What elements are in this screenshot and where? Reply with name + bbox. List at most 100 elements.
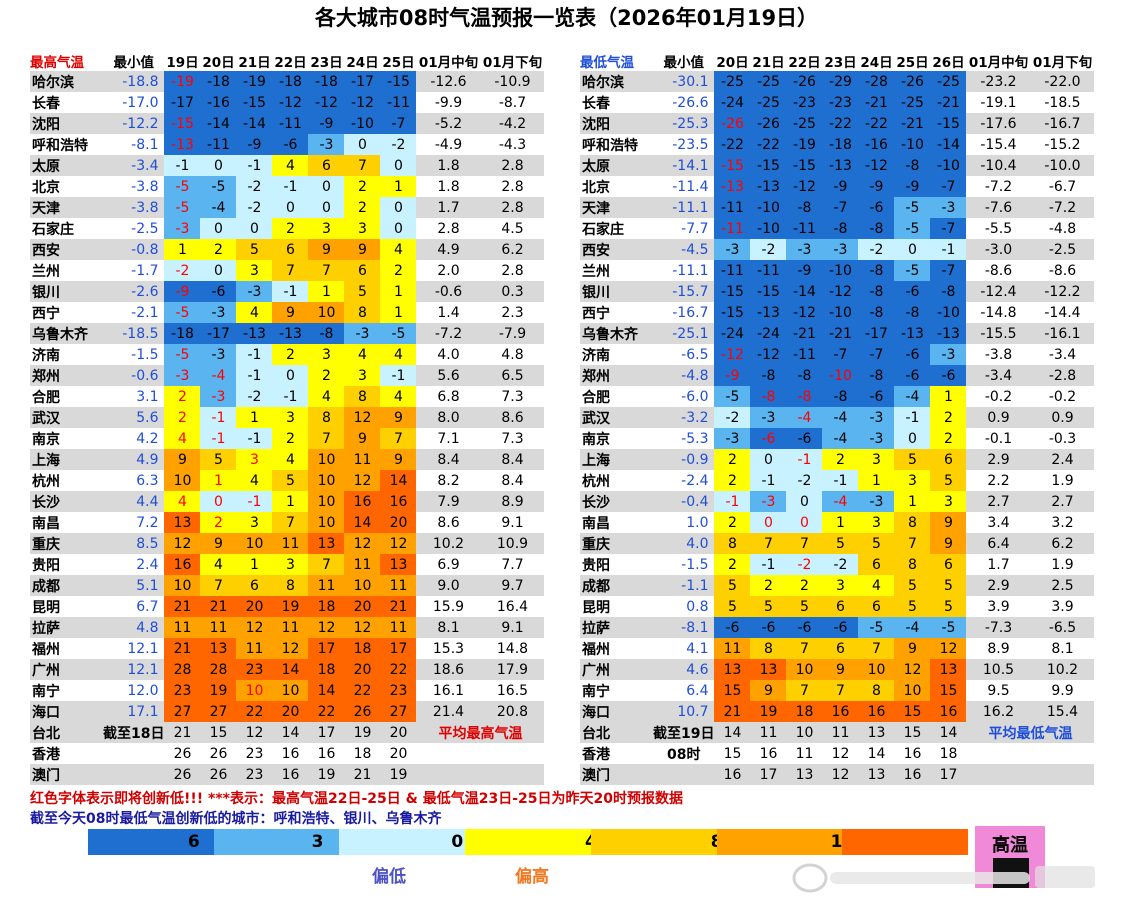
period-avg-cell: 6.4: [966, 533, 1031, 554]
day-temp-cell: -3: [750, 491, 787, 512]
day-temp-cell: 13: [786, 764, 823, 785]
city-name: 郑州: [580, 365, 653, 386]
day-temp-cell: -24: [750, 323, 787, 344]
period-avg-cell: 2.7: [1030, 491, 1095, 512]
day-temp-cell: 12: [236, 617, 273, 638]
period-avg-cell: 6.5: [480, 365, 545, 386]
day-temp-cell: -1: [236, 428, 273, 449]
day-temp-cell: 9: [380, 407, 417, 428]
period-avg-cell: 2.0: [416, 260, 481, 281]
day-temp-cell: 23: [236, 764, 273, 785]
city-name: 天津: [30, 197, 103, 218]
day-temp-cell: -15: [380, 71, 417, 92]
city-name: 济南: [30, 344, 103, 365]
day-temp-cell: 3: [236, 512, 273, 533]
period-avg-cell: 2.3: [480, 302, 545, 323]
day-temp-cell: -12: [714, 344, 751, 365]
day-temp-cell: -3: [344, 323, 381, 344]
day-temp-cell: 5: [714, 575, 751, 596]
day-temp-cell: -12: [858, 155, 895, 176]
table-row: 石家庄 -2.5 -3 0 0 2 3 3 0 2.8 4.5: [30, 218, 545, 239]
day-temp-cell: -19: [236, 71, 273, 92]
day-temp-cell: 20: [344, 659, 381, 680]
period-avg-cell: 1.9: [1030, 470, 1095, 491]
table-row: 长沙 -0.4 -1 -3 0 -4 -3 1 3 2.7 2.7: [580, 491, 1095, 512]
period-avg-cell: 2.7: [966, 491, 1031, 512]
day-temp-cell: 23: [164, 680, 201, 701]
day-temp-cell: -7: [930, 218, 967, 239]
day-temp-cell: -2: [380, 134, 417, 155]
day-temp-cell: -8: [308, 323, 345, 344]
day-temp-cell: 21: [164, 638, 201, 659]
city-name: 杭州: [30, 470, 103, 491]
day-temp-cell: 0: [272, 365, 309, 386]
day-temp-cell: 14: [714, 722, 751, 743]
day-temp-cell: -13: [714, 176, 751, 197]
day-temp-cell: 16: [272, 764, 309, 785]
min-value: 4.8: [103, 617, 165, 638]
day-temp-cell: 2: [272, 428, 309, 449]
period-avg-cell: 9.1: [480, 617, 545, 638]
period-avg-cell: 8.9: [480, 491, 545, 512]
day-temp-cell: 13: [308, 533, 345, 554]
day-temp-cell: -26: [786, 71, 823, 92]
period-avg-cell: 9.0: [416, 575, 481, 596]
column-header: 23日: [824, 54, 857, 71]
day-temp-cell: -2: [236, 386, 273, 407]
day-temp-cell: 1: [272, 491, 309, 512]
day-temp-cell: -15: [236, 92, 273, 113]
day-temp-cell: 27: [164, 701, 201, 722]
day-temp-cell: 5: [930, 575, 967, 596]
day-temp-cell: 10: [164, 470, 201, 491]
period-avg-cell: 3.9: [1030, 596, 1095, 617]
city-name: 昆明: [580, 596, 653, 617]
column-header: 25日: [382, 54, 415, 71]
city-name: 南昌: [30, 512, 103, 533]
day-temp-cell: 2: [714, 554, 751, 575]
day-temp-cell: 21: [380, 596, 417, 617]
day-temp-cell: 5: [344, 281, 381, 302]
day-temp-cell: 5: [714, 596, 751, 617]
day-temp-cell: 16: [750, 743, 787, 764]
period-avg-cell: 7.3: [480, 386, 545, 407]
city-name: 西宁: [580, 302, 653, 323]
table-row-extra: 香港 26 26 23 16 16 18 20: [30, 743, 545, 764]
min-value: -26.6: [653, 92, 715, 113]
day-temp-cell: -1: [750, 470, 787, 491]
legend-swatch-deep-orange: [842, 829, 969, 855]
period-avg-cell: -8.6: [1030, 260, 1095, 281]
day-temp-cell: 14: [272, 659, 309, 680]
column-header: 最低气温: [580, 54, 634, 71]
day-temp-cell: -19: [786, 134, 823, 155]
day-temp-cell: -2: [786, 554, 823, 575]
day-temp-cell: -1: [164, 155, 201, 176]
day-temp-cell: -13: [750, 176, 787, 197]
city-name: 南昌: [580, 512, 653, 533]
day-temp-cell: 17: [380, 638, 417, 659]
day-temp-cell: -3: [858, 491, 895, 512]
day-temp-cell: 0: [786, 491, 823, 512]
table-row: 银川 -15.7 -15 -15 -14 -12 -8 -6 -8 -12.4 -12.2: [580, 281, 1095, 302]
day-temp-cell: 4: [272, 449, 309, 470]
min-value: 5.1: [103, 575, 165, 596]
column-header: 24日: [346, 54, 379, 71]
column-header: 01月中旬: [968, 54, 1029, 71]
day-temp-cell: 16: [308, 743, 345, 764]
day-temp-cell: -8: [858, 365, 895, 386]
period-avg-cell: 2.9: [966, 449, 1031, 470]
day-temp-cell: -4: [894, 386, 931, 407]
city-name: 北京: [30, 176, 103, 197]
period-avg-cell: -0.3: [1030, 428, 1095, 449]
city-name: 乌鲁木齐: [580, 323, 653, 344]
table-row: 广州 4.6 13 13 10 9 10 12 13 10.5 10.2: [580, 659, 1095, 680]
day-temp-cell: -21: [930, 92, 967, 113]
city-name: 天津: [580, 197, 653, 218]
period-avg-cell: 21.4: [416, 701, 481, 722]
day-temp-cell: 8: [750, 638, 787, 659]
day-temp-cell: -9: [714, 365, 751, 386]
day-temp-cell: 12: [930, 638, 967, 659]
table-row: 长沙 4.4 4 0 -1 1 10 16 16 7.9 8.9: [30, 491, 545, 512]
day-temp-cell: -25: [930, 71, 967, 92]
day-temp-cell: 11: [786, 743, 823, 764]
day-temp-cell: 18: [930, 743, 967, 764]
